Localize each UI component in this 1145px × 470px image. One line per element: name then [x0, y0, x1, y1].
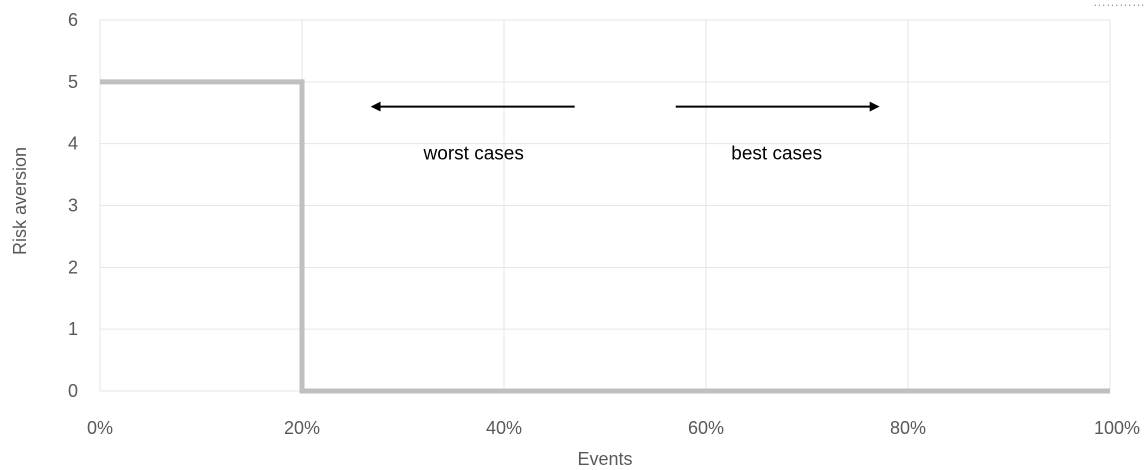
x-axis-title: Events [577, 449, 632, 469]
y-tick-label: 0 [68, 381, 78, 401]
x-tick-label: 20% [284, 418, 320, 438]
x-tick-label: 100% [1094, 418, 1140, 438]
y-tick-label: 2 [68, 257, 78, 277]
annotation-label: worst cases [423, 144, 524, 165]
x-tick-label: 0% [87, 418, 113, 438]
x-tick-label: 80% [890, 418, 926, 438]
x-tick-label: 40% [486, 418, 522, 438]
gridlines [99, 19, 1111, 392]
series-line [100, 79, 1110, 394]
y-tick-label: 5 [68, 72, 78, 92]
annotation-label: best cases [731, 144, 822, 165]
y-tick-label: 1 [68, 319, 78, 339]
y-axis-title: Risk aversion [10, 147, 30, 255]
y-tick-label: 6 [68, 10, 78, 30]
data-series [100, 79, 1110, 394]
x-tick-label: 60% [688, 418, 724, 438]
annotations: worst cases best cases [370, 101, 880, 165]
y-tick-label: 4 [68, 134, 78, 154]
y-tick-label: 3 [68, 196, 78, 216]
corner-text: ………… [1093, 0, 1145, 9]
